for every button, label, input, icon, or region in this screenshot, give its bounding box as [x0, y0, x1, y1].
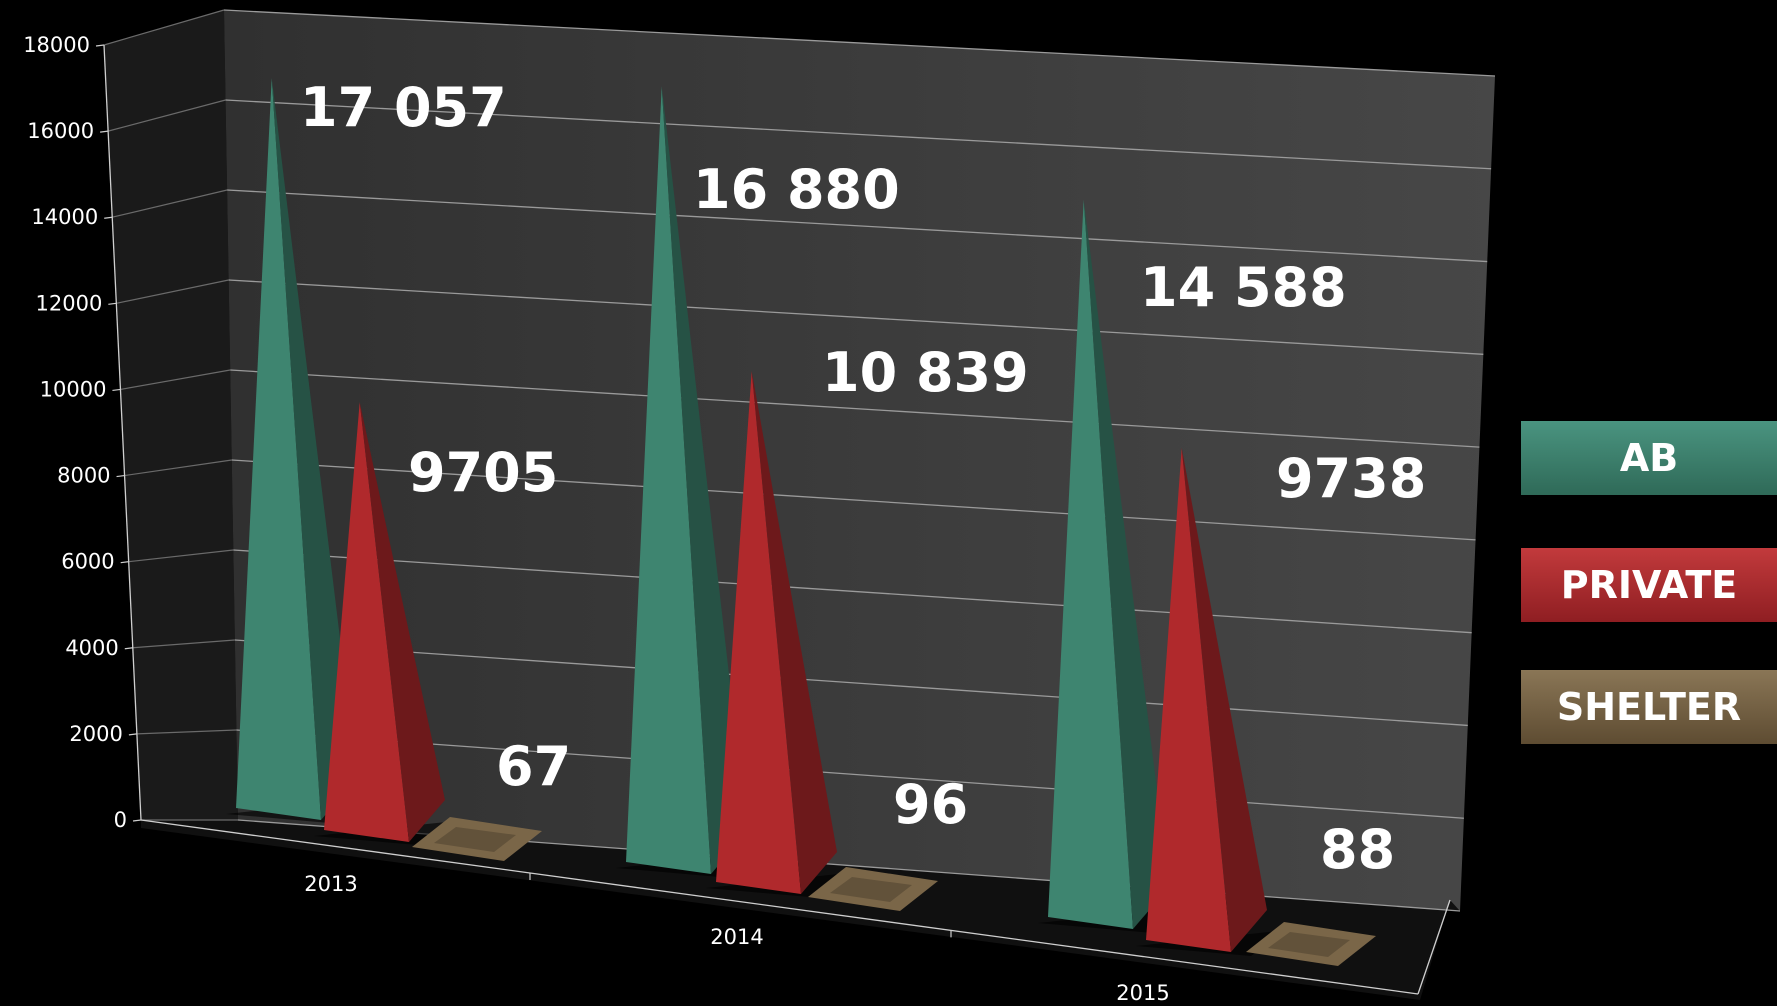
- tick-mark: [124, 647, 133, 650]
- tick-mark: [108, 302, 117, 305]
- side-gridline: [124, 459, 232, 477]
- x-tick-label: 2013: [304, 872, 357, 896]
- tick-mark: [95, 44, 105, 47]
- y-tick-label: 2000: [69, 722, 122, 746]
- side-gridline: [107, 99, 226, 132]
- side-wall: [104, 10, 238, 820]
- tick-mark: [116, 474, 125, 478]
- side-gridline: [112, 189, 228, 218]
- gridline: [233, 549, 1472, 634]
- gridline: [223, 9, 1496, 77]
- gridline: [236, 729, 1464, 819]
- bar-front-face: [236, 78, 321, 820]
- gridline: [230, 369, 1480, 448]
- data-label-ab-2013: 17 057: [300, 76, 507, 139]
- data-label-private-2014: 10 839: [822, 341, 1029, 404]
- bar-front-face: [1146, 447, 1231, 952]
- y-tick-label: 10000: [40, 377, 107, 401]
- legend-item-ab: AB: [1521, 421, 1777, 495]
- side-gridline: [132, 639, 235, 649]
- legend-item-shelter: SHELTER: [1521, 670, 1777, 744]
- x-tick-label: 2014: [710, 925, 763, 949]
- y-tick-label: 6000: [61, 550, 114, 574]
- bar-front-face: [716, 371, 801, 894]
- bar-shelter-inner: [1268, 932, 1350, 957]
- bar-shelter-inner: [434, 827, 516, 852]
- gridline: [231, 459, 1476, 541]
- tick-mark: [104, 216, 113, 219]
- gridline: [227, 189, 1488, 263]
- side-gridline: [128, 549, 234, 563]
- tick-mark: [128, 733, 137, 736]
- bar-shelter-2015: [1246, 922, 1376, 966]
- data-label-shelter-2015: 88: [1320, 818, 1395, 881]
- y-tick-label: 18000: [23, 33, 90, 57]
- y-tick-label: 14000: [31, 205, 98, 229]
- bar-front-face: [1048, 199, 1133, 930]
- bar-side-face: [661, 86, 747, 874]
- bar-side-face: [1083, 199, 1169, 930]
- tick-mark: [100, 130, 109, 133]
- bar-side-face: [271, 78, 357, 820]
- side-gridline: [116, 279, 229, 304]
- x-axis: [140, 819, 1419, 995]
- gridline: [225, 99, 1492, 170]
- x-tick-label: 2015: [1116, 981, 1169, 1005]
- data-labels: 17 057 16 880 14 588 9705 10 839 9738 67 96 88: [300, 76, 1426, 881]
- legend-item-private: PRIVATE: [1521, 548, 1777, 622]
- bar-shelter-inner: [830, 877, 912, 902]
- data-label-shelter-2013: 67: [496, 735, 571, 798]
- y-tick-label: 0: [114, 808, 127, 832]
- y-tick-label: 12000: [36, 291, 103, 315]
- tick-mark: [132, 819, 142, 822]
- bar-shelter-2013: [412, 817, 542, 861]
- bar-side-face: [1181, 447, 1267, 952]
- y-axis: [103, 44, 142, 821]
- bar-side-face: [751, 371, 837, 894]
- gridline: [228, 279, 1484, 355]
- side-gridline: [103, 9, 225, 46]
- data-label-private-2015: 9738: [1276, 447, 1426, 510]
- y-tick-label: 8000: [57, 464, 110, 488]
- data-label-shelter-2014: 96: [893, 773, 968, 836]
- y-tick-label: 16000: [27, 119, 94, 143]
- pyramid-bars: [226, 78, 1376, 966]
- side-gridline: [136, 729, 237, 735]
- data-label-ab-2014: 16 880: [693, 158, 900, 221]
- data-label-private-2013: 9705: [408, 441, 558, 504]
- bar-shelter-2014: [808, 867, 938, 911]
- bar-side-face: [359, 402, 445, 842]
- bar-front-face: [324, 402, 409, 842]
- bar-front-face: [626, 86, 711, 874]
- gridline: [234, 639, 1468, 727]
- x-axis-depth: [1417, 899, 1451, 995]
- tick-mark: [120, 561, 129, 564]
- side-gridline: [120, 369, 231, 391]
- data-label-ab-2015: 14 588: [1140, 256, 1347, 319]
- tick-mark: [112, 388, 121, 392]
- y-tick-label: 4000: [65, 636, 118, 660]
- axes: 0 2000 4000 6000 8000 10000 12000 14000 16000 180…: [23, 33, 1451, 1005]
